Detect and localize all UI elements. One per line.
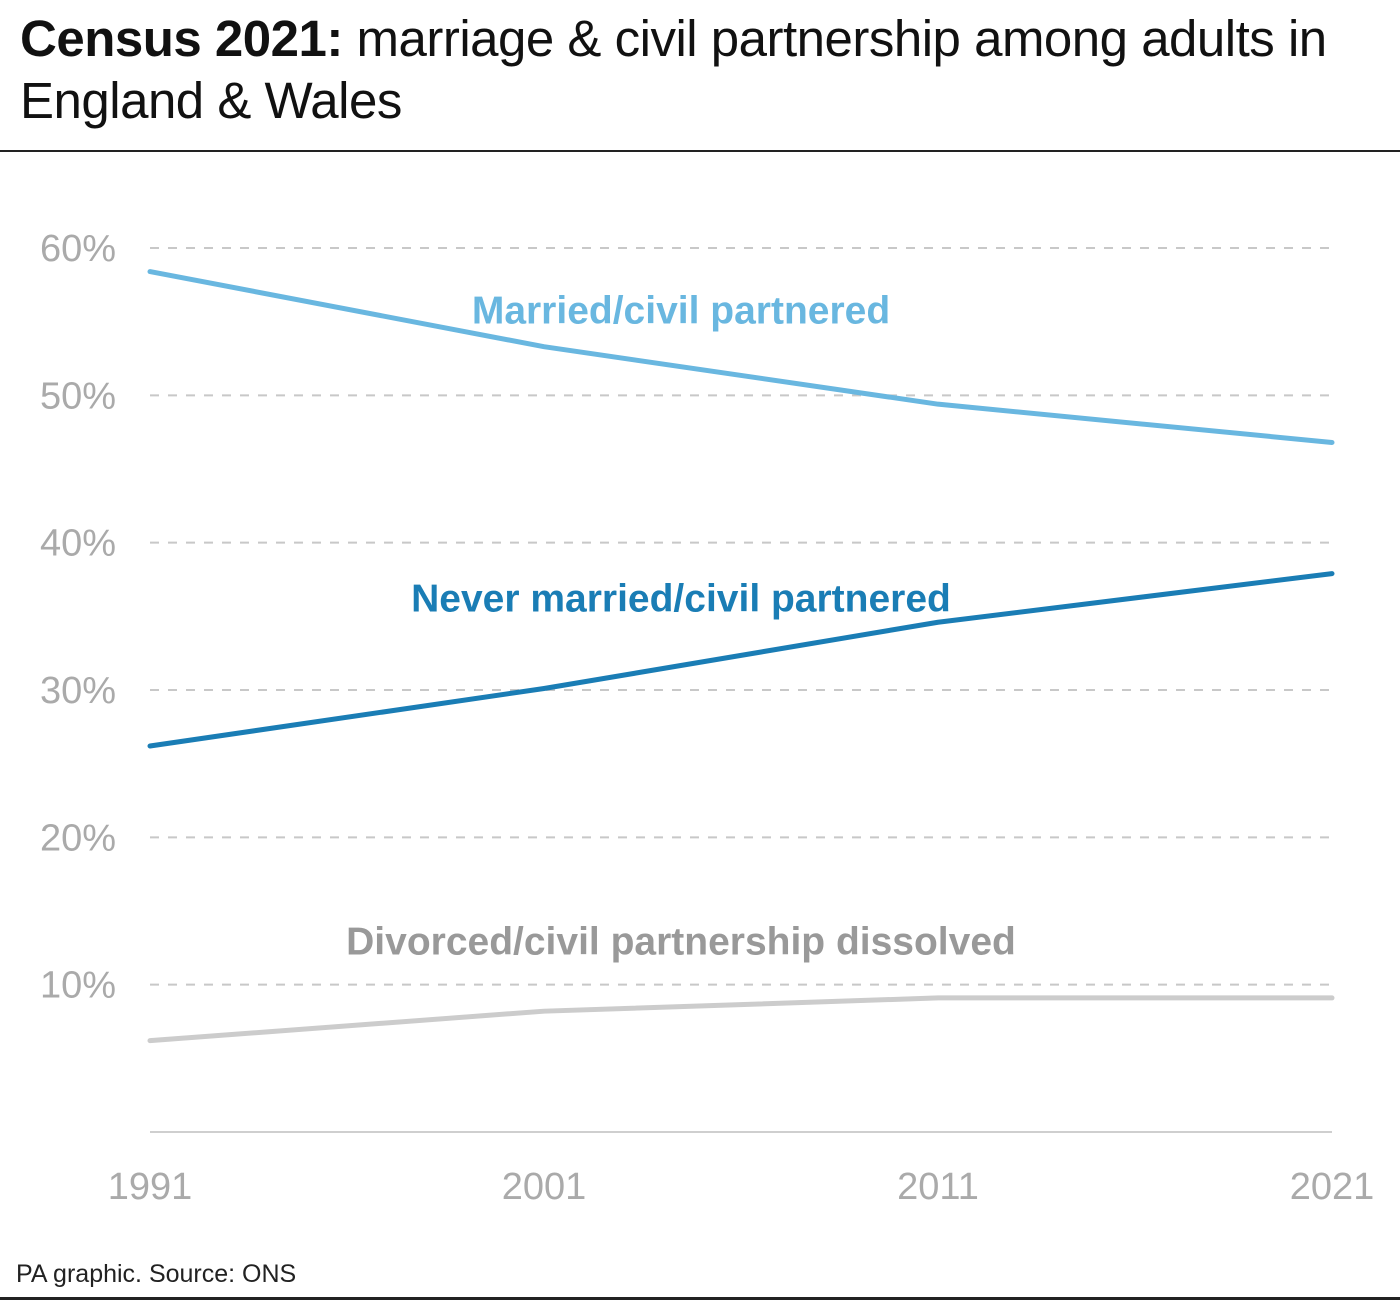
x-tick-label: 1991: [108, 1166, 193, 1208]
series-line: [147, 995, 1335, 1044]
y-axis-labels: 10% 20% 30% 40% 50% 60%: [40, 228, 116, 1007]
chart-title: Census 2021: marriage & civil partnershi…: [20, 8, 1380, 132]
series-label: Never married/civil partnered: [411, 577, 951, 620]
series-label: Divorced/civil partnership dissolved: [346, 921, 1016, 964]
y-tick-label: 20%: [40, 817, 116, 859]
x-axis-labels: 1991 2001 2011 2021: [108, 1166, 1375, 1208]
x-tick-label: 2001: [502, 1166, 587, 1208]
y-tick-label: 10%: [40, 965, 116, 1007]
header-divider: [0, 150, 1400, 152]
y-tick-label: 30%: [40, 670, 116, 712]
series-line: [147, 571, 1335, 749]
y-tick-label: 60%: [40, 228, 116, 270]
series-line: [147, 269, 1335, 445]
footer-divider: [0, 1297, 1400, 1300]
y-tick-label: 40%: [40, 523, 116, 565]
source-note: PA graphic. Source: ONS: [16, 1260, 297, 1288]
title-rest: marriage & civil partnership among adult…: [20, 10, 1327, 129]
series-labels: Married/civil partnered Never married/civ…: [346, 289, 1016, 963]
x-tick-label: 2011: [897, 1166, 979, 1208]
title-bold: Census 2021:: [20, 10, 343, 67]
series-lines: [147, 269, 1335, 1044]
series-label: Married/civil partnered: [472, 289, 890, 332]
x-tick-label: 2021: [1290, 1166, 1375, 1208]
y-tick-label: 50%: [40, 375, 116, 417]
